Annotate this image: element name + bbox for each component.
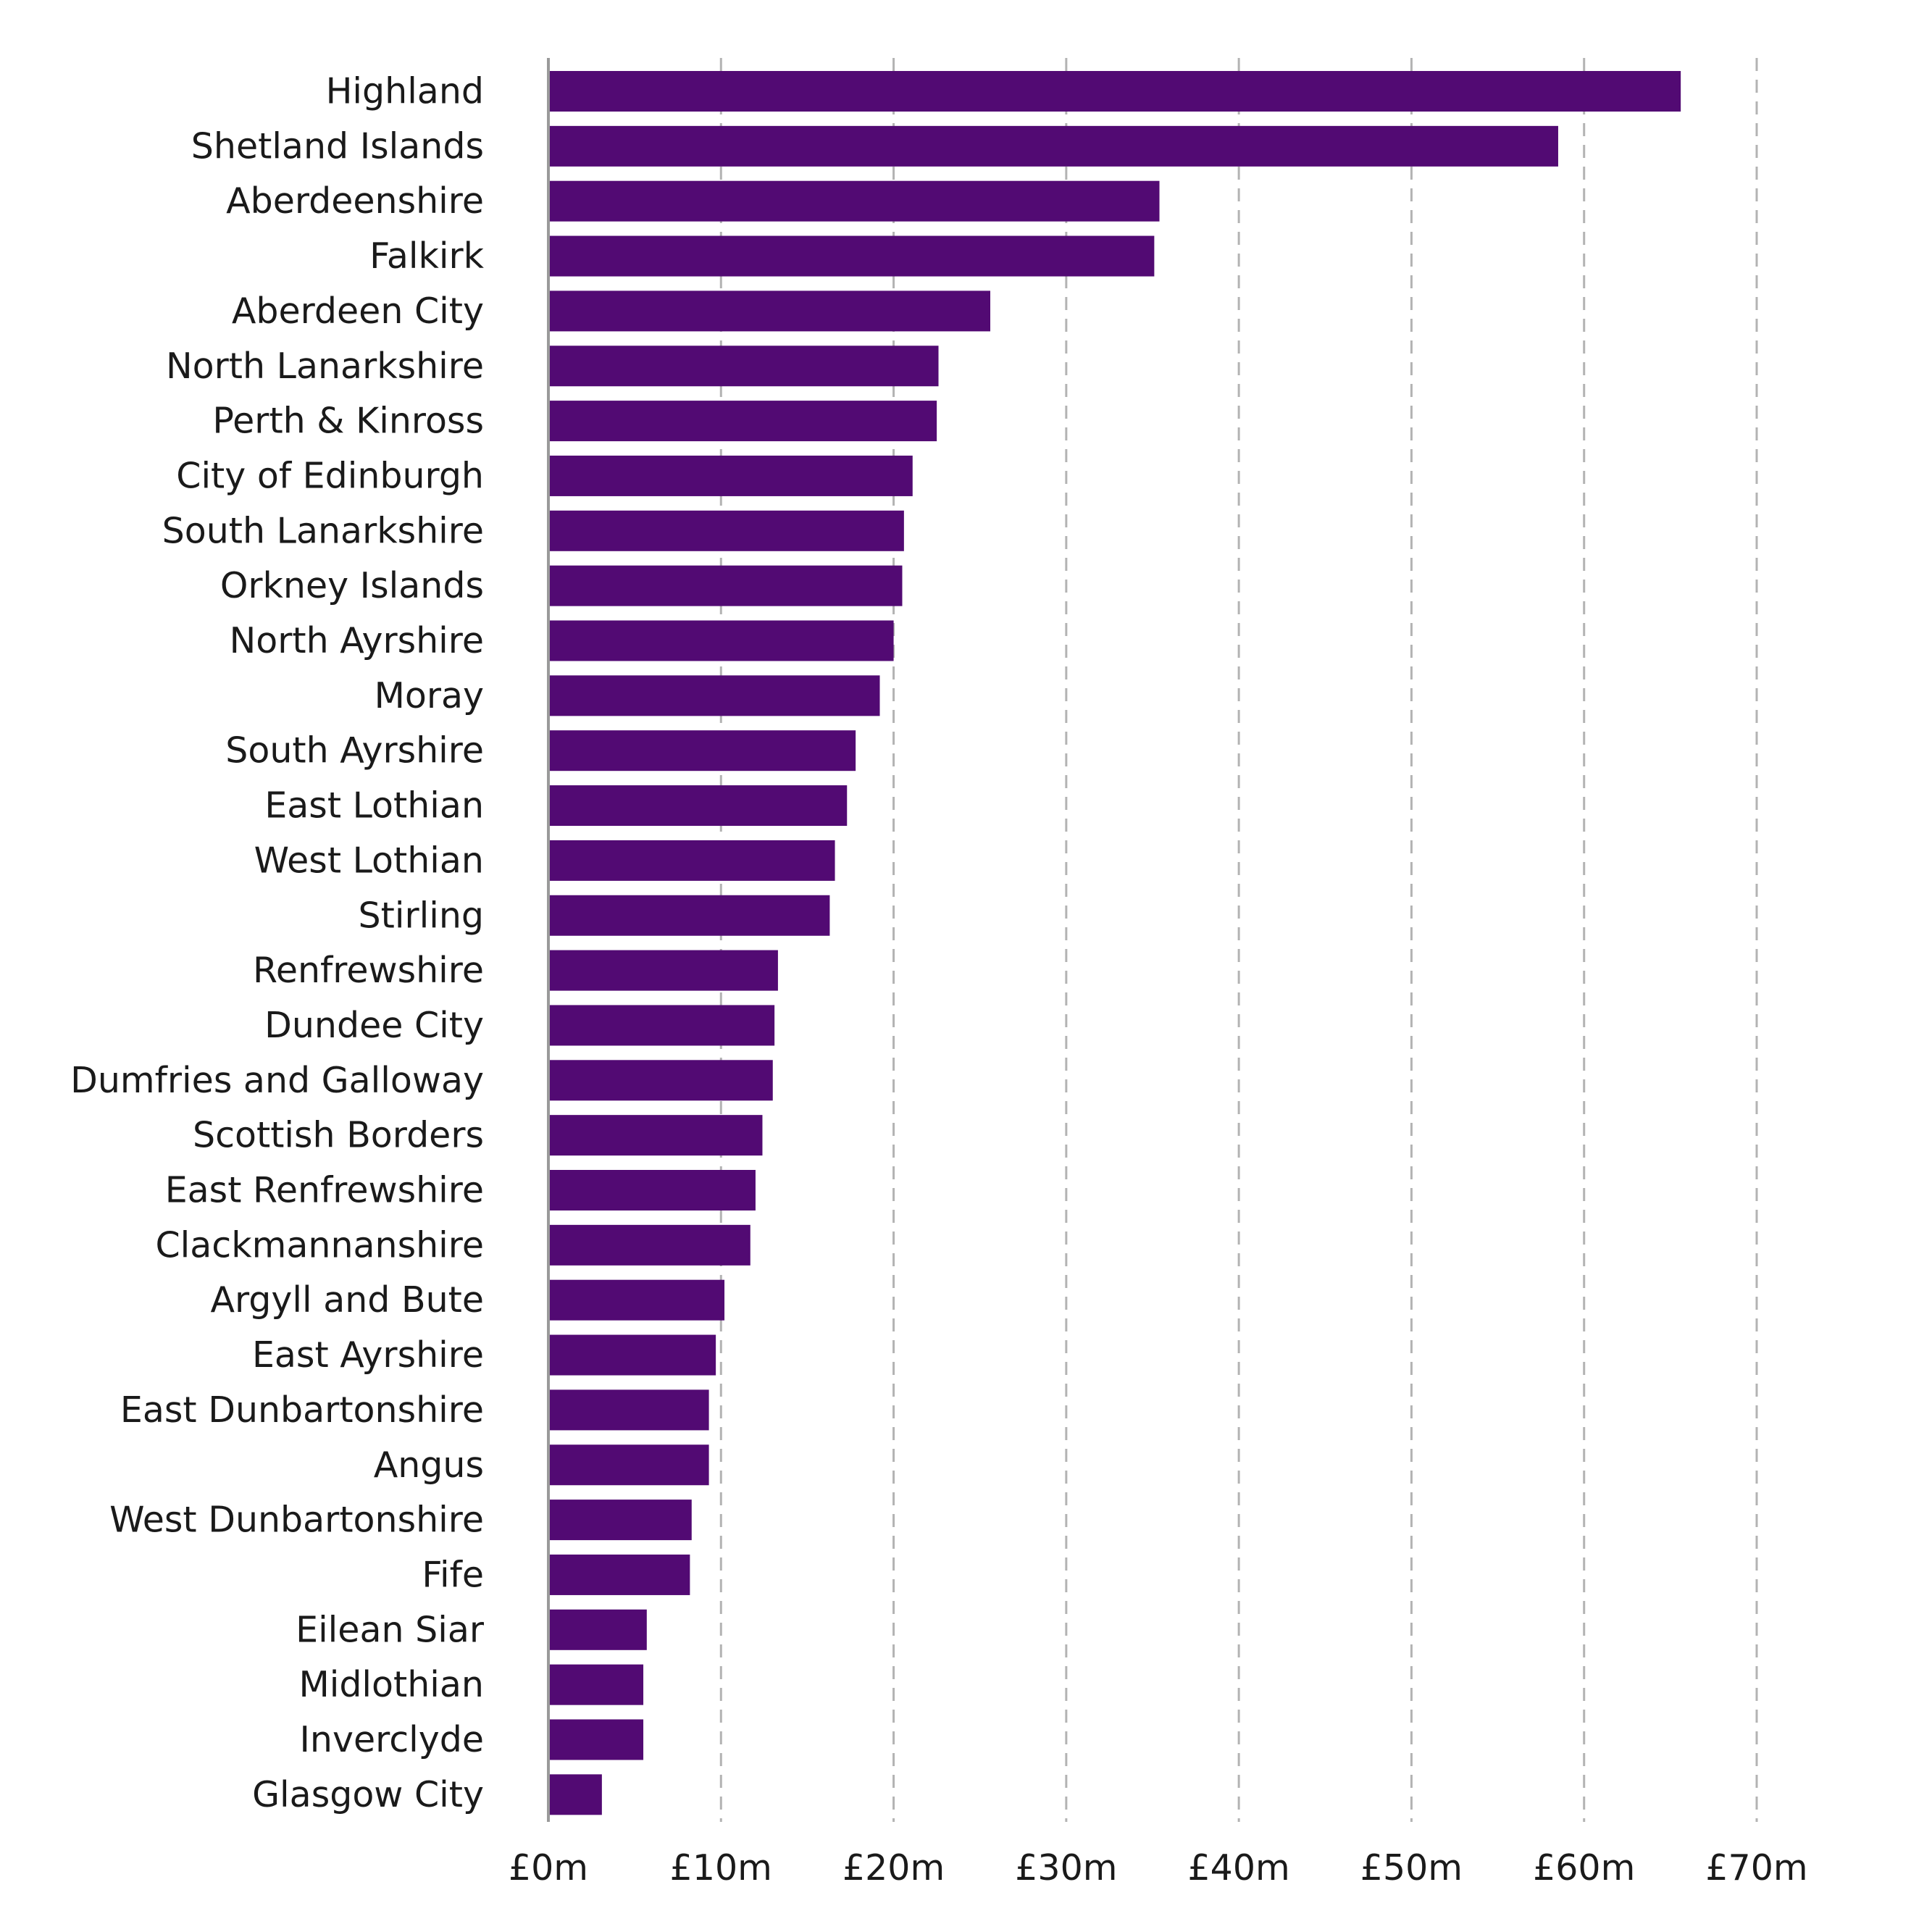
category-label: North Ayrshire [230,620,484,661]
x-tick-label: £20m [842,1847,945,1889]
category-label: Inverclyde [299,1719,484,1760]
bar-renfrewshire [548,950,778,991]
bar-clackmannanshire [548,1224,750,1266]
category-labels: Highland Shetland Islands Aberdeenshire Fal… [70,71,485,1815]
bar-inverclyde [548,1719,644,1760]
category-label: Fife [422,1554,484,1595]
category-label: Moray [375,675,484,716]
bar-shetland-islands [548,125,1558,167]
category-label: Scottish Borders [193,1115,484,1156]
bar-east-dunbartonshire [548,1389,709,1431]
category-label: North Lanarkshire [166,346,484,387]
category-label: Eilean Siar [296,1609,485,1650]
bar-city-of-edinburgh [548,455,913,496]
bar-highland [548,71,1681,112]
category-label: South Lanarkshire [162,510,484,551]
bars [548,71,1681,1815]
category-label: West Dunbartonshire [109,1500,484,1541]
x-axis-tick-labels: £0m £10m £20m £30m £40m £50m £60m £70m [509,1847,1808,1889]
bar-south-lanarkshire [548,510,904,551]
bar-orkney-islands [548,565,903,606]
category-label: Stirling [359,895,484,936]
bar-fife [548,1554,690,1595]
x-tick-label: £50m [1360,1847,1463,1889]
bar-east-renfrewshire [548,1170,756,1210]
bar-north-lanarkshire [548,346,939,387]
bar-midlothian [548,1664,644,1705]
category-label: Angus [374,1444,484,1486]
category-label: East Lothian [264,785,484,827]
bar-eilean-siar [548,1609,647,1650]
category-label: Midlothian [298,1664,484,1705]
bar-dundee-city [548,1005,775,1046]
category-label: East Renfrewshire [165,1170,484,1211]
category-label: City of Edinburgh [176,455,484,496]
x-tick-label: £10m [670,1847,772,1889]
category-label: South Ayrshire [225,730,484,771]
bar-stirling [548,895,830,936]
bar-west-dunbartonshire [548,1500,692,1541]
bar-south-ayrshire [548,730,856,771]
category-label: Orkney Islands [220,565,484,606]
category-label: Glasgow City [252,1774,484,1815]
category-label: East Dunbartonshire [120,1389,484,1431]
category-label: Perth & Kinross [212,401,484,442]
bar-moray [548,675,880,716]
category-label: Aberdeenshire [226,180,484,222]
category-label: West Lothian [254,840,484,881]
category-label: Argyll and Bute [210,1279,484,1321]
bar-west-lothian [548,840,835,881]
bar-glasgow-city [548,1774,602,1815]
x-tick-label: £30m [1015,1847,1117,1889]
category-label: Highland [326,71,484,112]
bar-east-ayrshire [548,1334,716,1376]
bar-angus [548,1444,709,1486]
x-tick-label: £40m [1188,1847,1290,1889]
x-tick-label: £0m [509,1847,588,1889]
bar-aberdeenshire [548,180,1160,222]
bar-aberdeen-city [548,290,991,332]
category-label: East Ayrshire [252,1334,484,1376]
bar-scottish-borders [548,1115,763,1156]
bar-east-lothian [548,785,848,827]
category-label: Shetland Islands [191,125,484,167]
bar-perth-kinross [548,401,937,442]
category-label: Dundee City [264,1005,484,1046]
category-label: Clackmannanshire [155,1224,484,1266]
category-label: Dumfries and Galloway [70,1060,484,1101]
bar-dumfries-and-galloway [548,1060,773,1101]
category-label: Falkirk [369,235,484,277]
bar-falkirk [548,235,1155,277]
bar-north-ayrshire [548,620,894,661]
category-label: Renfrewshire [253,950,484,991]
category-label: Aberdeen City [232,290,484,332]
bar-argyll-and-bute [548,1279,725,1321]
x-tick-label: £70m [1705,1847,1807,1889]
x-tick-label: £60m [1533,1847,1635,1889]
